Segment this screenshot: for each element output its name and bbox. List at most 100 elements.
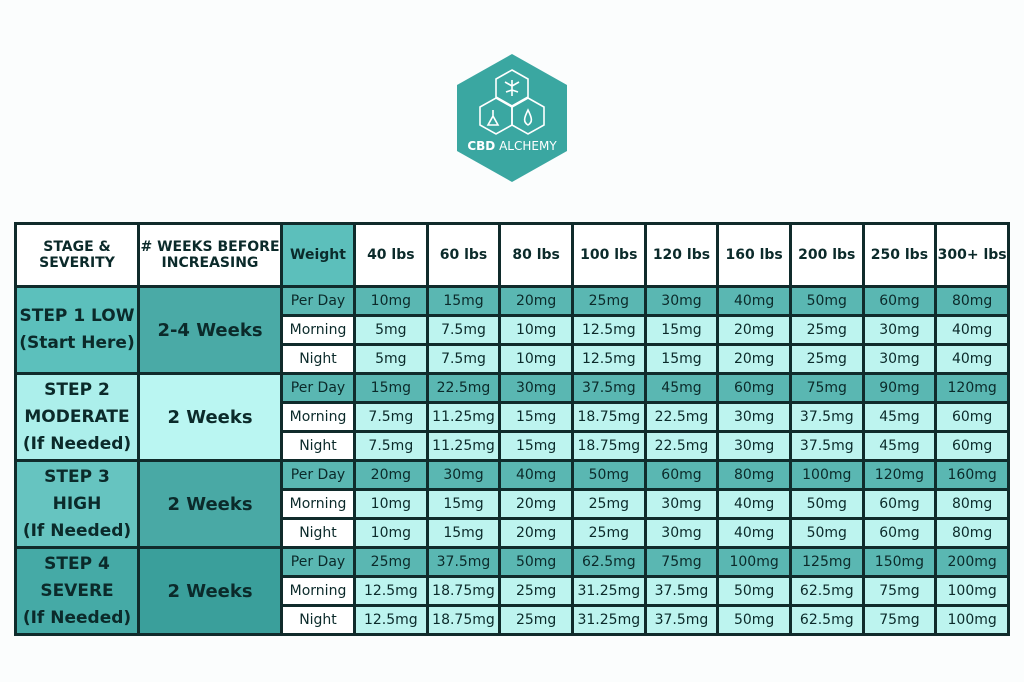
dose-cell: 45mg [864,404,935,430]
dose-cell: 10mg [356,288,426,314]
dose-cell: 200mg [937,549,1007,575]
dose-cell: 18.75mg [573,433,644,459]
text-line: (If Needed) [22,433,132,454]
text-line: 120 lbs [652,247,711,263]
dose-row: Night 12.5mg 18.75mg 25mg 31.25mg 37.5mg 50mg 6… [17,607,1007,633]
stage-cell: STEP 4 SEVERE (If Needed) [17,549,137,633]
dose-cell: 10mg [501,346,571,372]
time-label: Morning [283,404,353,430]
dose-cell: 25mg [356,549,426,575]
dose-row: Morning 7.5mg 11.25mg 15mg 18.75mg 22.5mg 30mg… [17,404,1007,430]
text-line: STEP 4 [44,553,110,574]
dose-cell: 15mg [356,375,426,401]
weeks-cell: 2-4 Weeks [140,288,280,372]
dose-cell: 40mg [501,462,571,488]
dose-cell: 10mg [356,520,426,546]
time-label: Night [283,520,353,546]
time-label: Morning [283,317,353,343]
dose-cell: 7.5mg [428,317,499,343]
dose-row: STEP 2 MODERATE (If Needed) 2 Weeks Per Day 1… [17,375,1007,459]
dose-cell: 25mg [501,578,571,604]
dose-cell: 20mg [501,491,571,517]
dose-cell: 60mg [937,404,1007,430]
dose-cell: 20mg [501,288,571,314]
dose-cell: 50mg [573,462,644,488]
dose-cell: 80mg [937,491,1007,517]
dose-row: Morning 12.5mg 18.75mg 25mg 31.25mg 37.5mg 50m… [17,578,1007,604]
dose-cell: 30mg [719,404,789,430]
dose-cell: 62.5mg [573,549,644,575]
dose-cell: 37.5mg [573,375,644,401]
time-label: Night [283,607,353,633]
header-cell: 160 lbs [719,225,789,285]
dosage-table: STAGE & SEVERITY # WEEKS BEFORE INCREASING W… [14,222,1010,636]
time-label: Night [283,433,353,459]
dose-cell: 150mg [864,549,935,575]
logo-icons [479,69,545,135]
text-line: MODERATE [24,406,130,427]
text-line: INCREASING [161,255,259,271]
dose-row: Night 7.5mg 11.25mg 15mg 18.75mg 22.5mg 30mg 37… [17,433,1007,459]
time-label: Morning [283,491,353,517]
dose-cell: 37.5mg [791,433,862,459]
text-line: 80 lbs [512,247,560,263]
dose-cell: 120mg [864,462,935,488]
dose-cell: 10mg [501,317,571,343]
dose-cell: 18.75mg [428,607,499,633]
dose-cell: 7.5mg [356,433,426,459]
dose-cell: 7.5mg [428,346,499,372]
dose-row: STEP 3 HIGH (If Needed) 2 Weeks Per Day 20mg… [17,462,1007,546]
dose-cell: 15mg [646,346,717,372]
dose-cell: 40mg [719,491,789,517]
dose-cell: 100mg [937,607,1007,633]
dose-cell: 50mg [791,491,862,517]
dose-cell: 60mg [719,375,789,401]
dose-cell: 25mg [501,607,571,633]
header-cell: Weight [283,225,353,285]
logo-text: CBD ALCHEMY [467,139,557,153]
dose-cell: 37.5mg [646,578,717,604]
text-line: 250 lbs [870,247,929,263]
dose-cell: 20mg [719,317,789,343]
text-line: STAGE & [43,239,111,255]
text-line: 200 lbs [798,247,856,263]
dose-row: Morning 5mg 7.5mg 10mg 12.5mg 15mg 20mg 25mg 30m… [17,317,1007,343]
header-cell: 60 lbs [428,225,499,285]
dose-cell: 25mg [573,288,644,314]
logo: CBD ALCHEMY [457,54,567,182]
dose-cell: 125mg [791,549,862,575]
dose-cell: 7.5mg [356,404,426,430]
time-label: Per Day [283,549,353,575]
dose-row: STEP 1 LOW (Start Here) 2-4 Weeks Per Day 10… [17,288,1007,372]
dose-cell: 11.25mg [428,404,499,430]
weeks-cell: 2 Weeks [140,375,280,459]
text-line: (If Needed) [22,607,132,628]
text-line: 160 lbs [725,247,783,263]
text-line: 300+ lbs [937,247,1007,263]
dose-cell: 50mg [501,549,571,575]
time-label: Per Day [283,462,353,488]
dose-row: Morning 10mg 15mg 20mg 25mg 30mg 40mg 50mg 60mg 8… [17,491,1007,517]
dose-cell: 60mg [937,433,1007,459]
dose-cell: 50mg [791,520,862,546]
dose-cell: 31.25mg [573,578,644,604]
dose-cell: 30mg [646,491,717,517]
text-line: # WEEKS BEFORE [140,239,280,255]
text-line: STEP 2 [44,379,110,400]
dose-cell: 50mg [719,607,789,633]
dose-cell: 15mg [428,491,499,517]
time-label: Per Day [283,288,353,314]
dose-cell: 12.5mg [573,317,644,343]
dose-cell: 12.5mg [573,346,644,372]
dose-cell: 15mg [646,317,717,343]
dose-cell: 30mg [501,375,571,401]
stage-cell: STEP 2 MODERATE (If Needed) [17,375,137,459]
dose-cell: 40mg [937,317,1007,343]
dose-cell: 40mg [719,288,789,314]
dose-cell: 30mg [864,346,935,372]
text-line: SEVERE [40,580,114,601]
logo-bold: CBD [467,139,495,153]
time-label: Per Day [283,375,353,401]
dose-cell: 45mg [864,433,935,459]
dose-cell: 12.5mg [356,607,426,633]
